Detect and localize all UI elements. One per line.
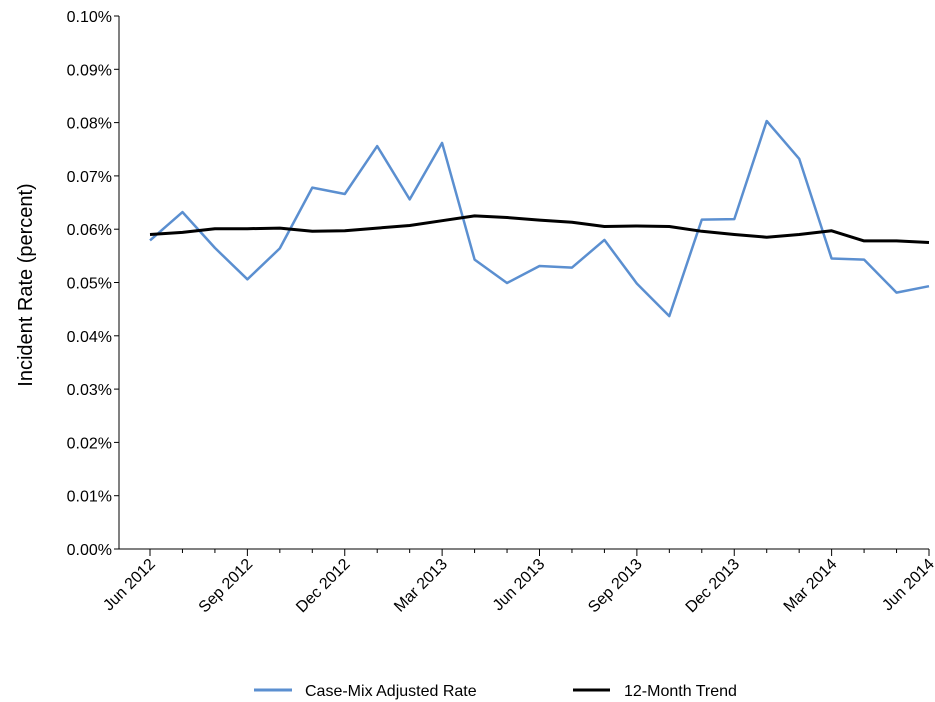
y-tick-label: 0.08% bbox=[67, 116, 112, 133]
x-tick-label: Jun 2013 bbox=[490, 556, 549, 615]
y-tick-label: 0.10% bbox=[67, 9, 112, 26]
y-tick-label: 0.04% bbox=[67, 329, 112, 346]
x-tick-label: Sep 2012 bbox=[196, 556, 257, 617]
x-tick-label: Dec 2012 bbox=[293, 556, 354, 617]
y-axis: 0.00% 0.01% 0.02% 0.03% 0.04% 0.05% 0.06% 0.07%… bbox=[67, 9, 120, 559]
y-tick-label: 0.09% bbox=[67, 62, 112, 79]
x-tick-label: Jun 2012 bbox=[100, 556, 159, 615]
x-tick-label: Mar 2013 bbox=[391, 556, 451, 616]
y-tick-label: 0.01% bbox=[67, 489, 112, 506]
x-axis: Jun 2012 Sep 2012 Dec 2012 Mar 2013 Jun 2013… bbox=[100, 548, 935, 617]
legend: Case-Mix Adjusted Rate 12-Month Trend bbox=[254, 683, 737, 700]
series-line-trend bbox=[149, 214, 930, 244]
y-tick-label: 0.03% bbox=[67, 382, 112, 399]
legend-label: Case-Mix Adjusted Rate bbox=[305, 683, 477, 700]
x-tick-label: Dec 2013 bbox=[683, 556, 744, 617]
y-tick-label: 0.02% bbox=[67, 435, 112, 452]
legend-label: 12-Month Trend bbox=[624, 683, 737, 700]
y-tick-label: 0.00% bbox=[67, 542, 112, 559]
series-layer bbox=[149, 119, 930, 318]
series-line-case-mix bbox=[149, 119, 930, 318]
x-tick-label: Sep 2013 bbox=[585, 556, 646, 617]
x-tick-label: Mar 2014 bbox=[781, 556, 841, 616]
y-tick-label: 0.06% bbox=[67, 222, 112, 239]
y-axis-title: Incident Rate (percent) bbox=[15, 183, 37, 386]
x-tick-label: Jun 2014 bbox=[879, 556, 935, 615]
y-tick-label: 0.05% bbox=[67, 276, 112, 293]
y-tick-label: 0.07% bbox=[67, 169, 112, 186]
